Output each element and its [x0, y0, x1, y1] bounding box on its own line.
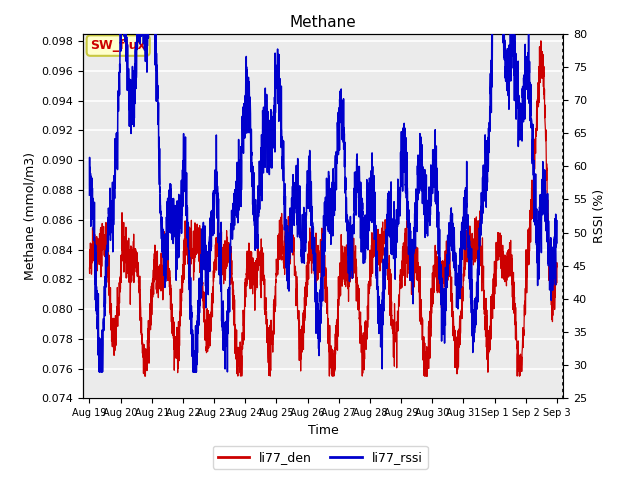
X-axis label: Time: Time [308, 424, 339, 437]
Text: SW_flux: SW_flux [90, 39, 146, 52]
Y-axis label: Methane (mmol/m3): Methane (mmol/m3) [23, 152, 36, 280]
Title: Methane: Methane [290, 15, 356, 30]
Y-axis label: RSSI (%): RSSI (%) [593, 189, 605, 243]
Legend: li77_den, li77_rssi: li77_den, li77_rssi [212, 446, 428, 469]
